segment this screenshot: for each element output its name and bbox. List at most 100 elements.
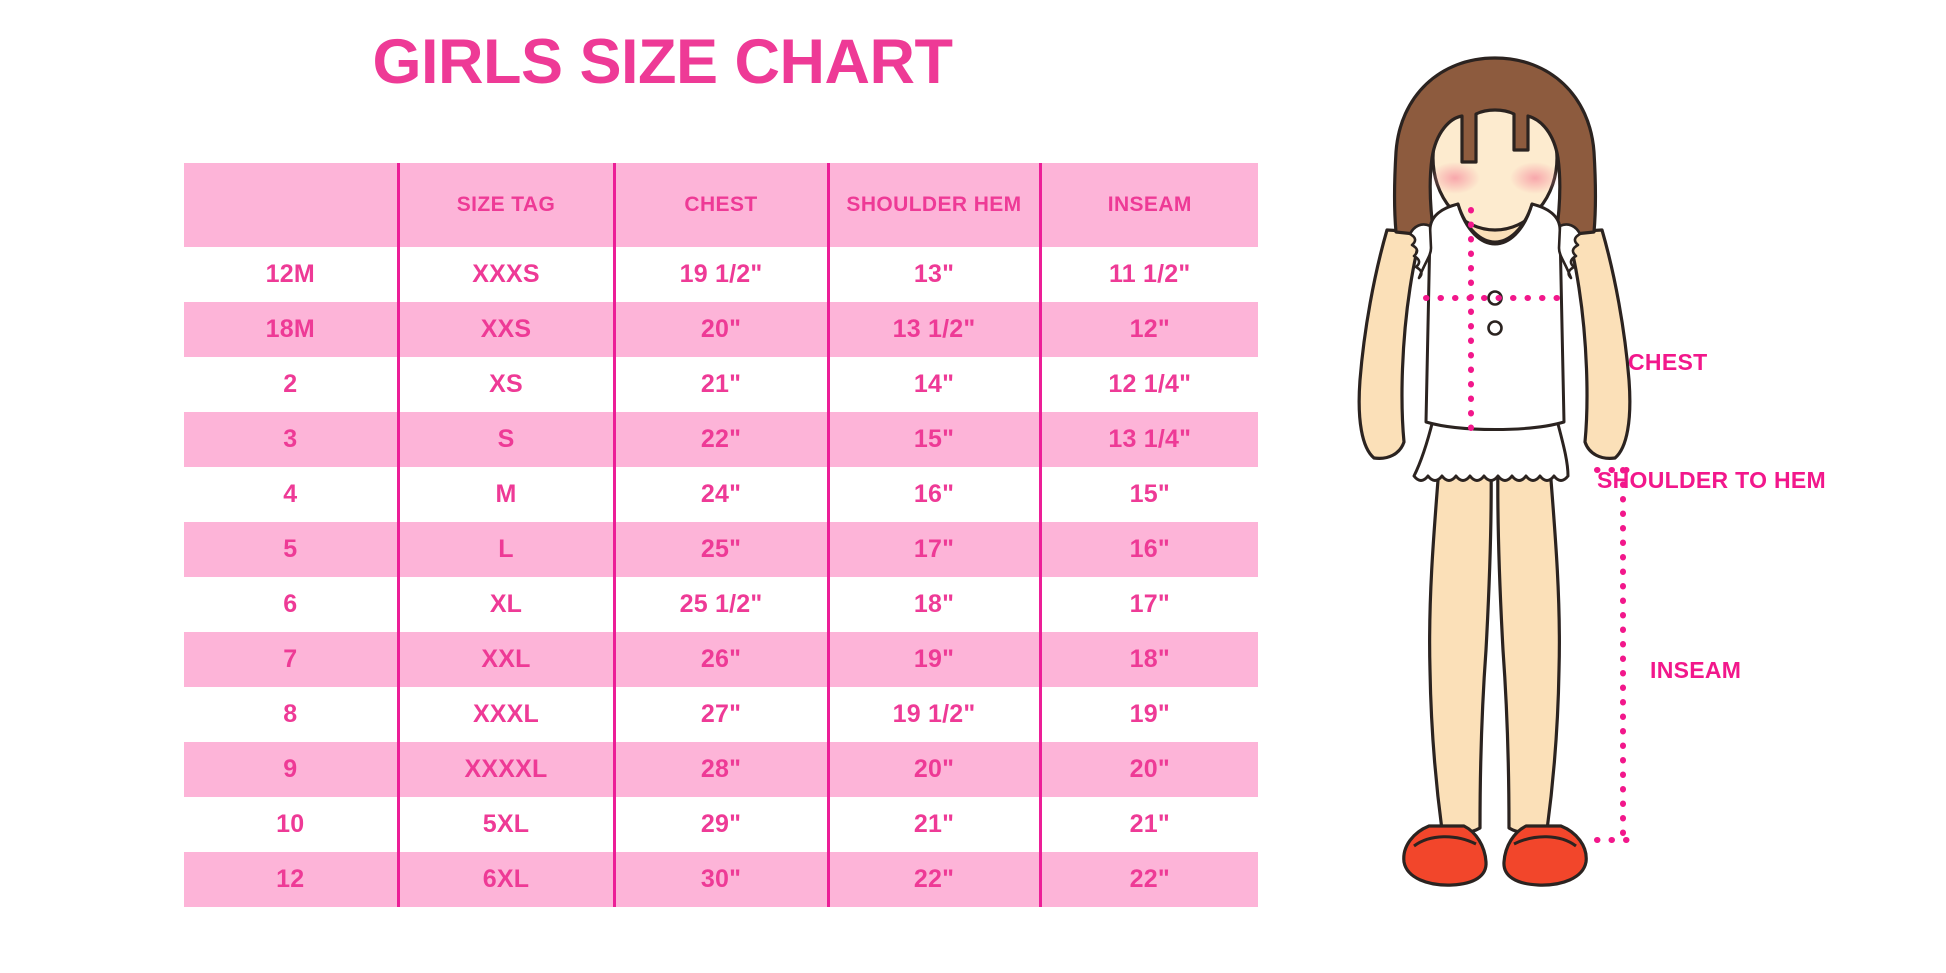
left-blush-icon	[1430, 162, 1480, 194]
shoulder-to-hem-callout-label: SHOULDER TO HEM	[1597, 467, 1826, 493]
cell-inseam: 19"	[1040, 687, 1258, 742]
table-row: 3 S 22" 15" 13 1/4"	[184, 412, 1258, 467]
cell-size: 5	[184, 522, 400, 577]
cell-inseam: 15"	[1040, 467, 1258, 522]
hair	[1392, 56, 1598, 238]
cell-shoulder-hem: 14"	[828, 357, 1042, 412]
table-body: 12M XXXS 19 1/2" 13" 11 1/2" 18M XXS 20" 13 1/2"…	[184, 247, 1258, 907]
cell-size: 18M	[184, 302, 400, 357]
table-row: 10 5XL 29" 21" 21"	[184, 797, 1258, 852]
cell-inseam: 16"	[1040, 522, 1258, 577]
right-blush-icon	[1510, 162, 1560, 194]
cell-shoulder-hem: 18"	[828, 577, 1042, 632]
table-row: 12 6XL 30" 22" 22"	[184, 852, 1258, 907]
cell-shoulder-hem: 15"	[828, 412, 1042, 467]
cell-size-tag: S	[398, 412, 616, 467]
cell-size-tag: XXS	[398, 302, 616, 357]
cell-inseam: 12"	[1040, 302, 1258, 357]
cell-shoulder-hem: 19"	[828, 632, 1042, 687]
right-shoe	[1502, 824, 1588, 887]
cell-shoulder-hem: 21"	[828, 797, 1042, 852]
cell-chest: 26"	[614, 632, 830, 687]
cell-size: 8	[184, 687, 400, 742]
cell-size-tag: M	[398, 467, 616, 522]
table-row: 4 M 24" 16" 15"	[184, 467, 1258, 522]
left-shoe	[1402, 824, 1488, 887]
cell-chest: 21"	[614, 357, 830, 412]
table-row: 7 XXL 26" 19" 18"	[184, 632, 1258, 687]
inseam-callout-label: INSEAM	[1650, 657, 1742, 683]
cell-size-tag: XXL	[398, 632, 616, 687]
right-shoe-strap	[1513, 835, 1577, 848]
cell-shoulder-hem: 13 1/2"	[828, 302, 1042, 357]
cell-chest: 27"	[614, 687, 830, 742]
cell-size: 12	[184, 852, 400, 907]
cell-shoulder-hem: 22"	[828, 852, 1042, 907]
cell-size-tag: XS	[398, 357, 616, 412]
cell-size-tag: XL	[398, 577, 616, 632]
table-row: 9 XXXXL 28" 20" 20"	[184, 742, 1258, 797]
right-arm	[1565, 228, 1632, 460]
left-arm	[1357, 228, 1424, 460]
cell-chest: 24"	[614, 467, 830, 522]
cell-chest: 28"	[614, 742, 830, 797]
size-chart-table: SIZE TAG CHEST SHOULDER HEM INSEAM 12M XX…	[184, 163, 1258, 907]
cell-size-tag: 6XL	[398, 852, 616, 907]
table-row: 5 L 25" 17" 16"	[184, 522, 1258, 577]
cell-chest: 20"	[614, 302, 830, 357]
column-header-chest: CHEST	[614, 163, 830, 247]
cell-size-tag: XXXL	[398, 687, 616, 742]
cell-chest: 22"	[614, 412, 830, 467]
left-shoe-strap	[1413, 835, 1477, 848]
cell-shoulder-hem: 16"	[828, 467, 1042, 522]
cell-size: 10	[184, 797, 400, 852]
column-header-size-tag: SIZE TAG	[398, 163, 616, 247]
cell-size: 9	[184, 742, 400, 797]
cell-inseam: 22"	[1040, 852, 1258, 907]
right-shoulder-ruffle	[1557, 223, 1582, 280]
cell-chest: 19 1/2"	[614, 247, 830, 302]
cell-shoulder-hem: 20"	[828, 742, 1042, 797]
column-header-shoulder-hem: SHOULDER HEM	[828, 163, 1042, 247]
table-header: SIZE TAG CHEST SHOULDER HEM INSEAM	[184, 163, 1258, 247]
button-bottom	[1487, 320, 1503, 336]
cell-chest: 25"	[614, 522, 830, 577]
cell-size: 4	[184, 467, 400, 522]
figure-body-group	[1357, 56, 1639, 887]
cell-size: 6	[184, 577, 400, 632]
column-header-inseam: INSEAM	[1040, 163, 1258, 247]
cell-chest: 29"	[614, 797, 830, 852]
neckline	[1456, 202, 1534, 246]
cell-size: 12M	[184, 247, 400, 302]
cell-shoulder-hem: 13"	[828, 247, 1042, 302]
cell-inseam: 13 1/4"	[1040, 412, 1258, 467]
left-leg	[1428, 453, 1493, 835]
table-row: 8 XXXL 27" 19 1/2" 19"	[184, 687, 1258, 742]
cell-size-tag: 5XL	[398, 797, 616, 852]
right-leg	[1496, 453, 1561, 835]
left-shoulder-ruffle	[1408, 223, 1433, 280]
cell-chest: 25 1/2"	[614, 577, 830, 632]
table-header-row: SIZE TAG CHEST SHOULDER HEM INSEAM	[184, 163, 1258, 247]
cell-size-tag: XXXXL	[398, 742, 616, 797]
column-header-size	[184, 163, 400, 247]
girl-figure-illustration	[1330, 40, 1660, 920]
cell-shoulder-hem: 19 1/2"	[828, 687, 1042, 742]
cell-size: 2	[184, 357, 400, 412]
table-row: 2 XS 21" 14" 12 1/4"	[184, 357, 1258, 412]
cell-inseam: 21"	[1040, 797, 1258, 852]
cell-size: 3	[184, 412, 400, 467]
cell-inseam: 12 1/4"	[1040, 357, 1258, 412]
table-row: 6 XL 25 1/2" 18" 17"	[184, 577, 1258, 632]
cell-inseam: 20"	[1040, 742, 1258, 797]
page-title: GIRLS SIZE CHART	[372, 27, 953, 97]
cell-inseam: 11 1/2"	[1040, 247, 1258, 302]
cell-shoulder-hem: 17"	[828, 522, 1042, 577]
chest-callout-label: CHEST	[1628, 349, 1708, 375]
table-row: 12M XXXS 19 1/2" 13" 11 1/2"	[184, 247, 1258, 302]
cell-size-tag: L	[398, 522, 616, 577]
cell-inseam: 17"	[1040, 577, 1258, 632]
cell-size: 7	[184, 632, 400, 687]
cell-inseam: 18"	[1040, 632, 1258, 687]
